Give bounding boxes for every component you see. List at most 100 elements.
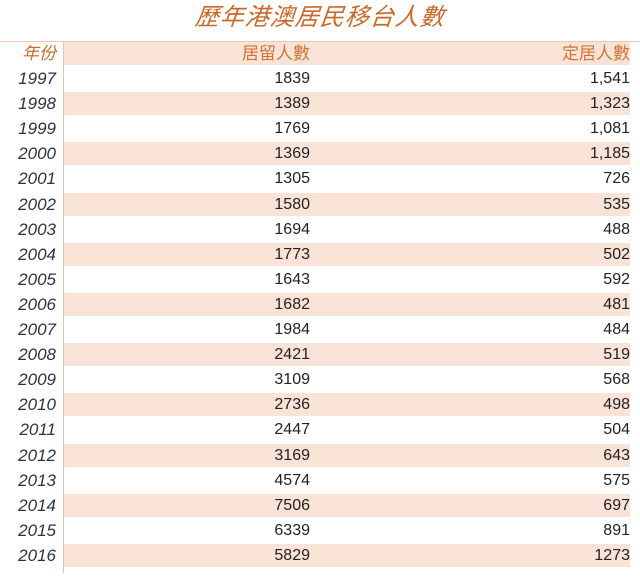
year-column-divider bbox=[63, 41, 64, 573]
table-row: 2016 5829 1273 bbox=[0, 543, 640, 568]
table-row: 2013 4574 575 bbox=[0, 468, 640, 493]
cell-residence: 1580 bbox=[274, 195, 310, 213]
cell-year: 2003 bbox=[18, 219, 56, 239]
cell-residence: 5829 bbox=[274, 546, 310, 564]
cell-year: 2008 bbox=[18, 345, 56, 365]
table-row: 2002 1580 535 bbox=[0, 192, 640, 217]
cell-settlement: 568 bbox=[603, 371, 630, 389]
row-band bbox=[64, 142, 630, 166]
cell-settlement: 1,541 bbox=[589, 70, 630, 88]
cell-residence: 1769 bbox=[274, 120, 310, 138]
cell-residence: 6339 bbox=[274, 521, 310, 539]
table-row: 1999 1769 1,081 bbox=[0, 116, 640, 141]
row-band bbox=[64, 343, 630, 367]
cell-settlement: 502 bbox=[603, 245, 630, 263]
cell-year: 2002 bbox=[18, 194, 56, 214]
row-band bbox=[64, 292, 630, 317]
header-residence: 居留人數 bbox=[242, 44, 310, 63]
cell-residence: 1682 bbox=[274, 295, 310, 313]
cell-residence: 2447 bbox=[274, 421, 310, 439]
cell-residence: 4574 bbox=[274, 471, 310, 489]
cell-residence: 1773 bbox=[274, 245, 310, 263]
cell-year: 2004 bbox=[18, 244, 56, 264]
cell-residence: 1694 bbox=[274, 220, 310, 238]
cell-year: 1997 bbox=[18, 69, 56, 89]
row-band bbox=[64, 192, 630, 216]
cell-year: 2011 bbox=[19, 420, 56, 440]
cell-settlement: 1,185 bbox=[589, 145, 630, 163]
row-band bbox=[64, 493, 630, 517]
cell-residence: 1389 bbox=[274, 95, 310, 113]
row-band bbox=[64, 443, 630, 467]
cell-settlement: 488 bbox=[603, 220, 630, 238]
cell-settlement: 726 bbox=[603, 170, 630, 188]
table-row: 2004 1773 502 bbox=[0, 242, 640, 267]
table-body: 1997 1839 1,541 1998 1389 1,323 1999 176… bbox=[0, 66, 640, 568]
cell-settlement: 519 bbox=[603, 346, 630, 364]
table-top-rule bbox=[0, 41, 640, 42]
cell-residence: 1839 bbox=[274, 70, 310, 88]
cell-settlement: 891 bbox=[603, 521, 630, 539]
table-row: 1998 1389 1,323 bbox=[0, 91, 640, 116]
cell-settlement: 481 bbox=[603, 295, 630, 313]
cell-settlement: 535 bbox=[603, 195, 630, 213]
cell-year: 2006 bbox=[18, 294, 56, 314]
table-row: 2007 1984 484 bbox=[0, 317, 640, 342]
cell-year: 1998 bbox=[18, 94, 56, 114]
cell-year: 2016 bbox=[18, 545, 56, 565]
cell-year: 1999 bbox=[18, 119, 56, 139]
table-row: 1997 1839 1,541 bbox=[0, 66, 640, 91]
table-row: 2010 2736 498 bbox=[0, 392, 640, 417]
cell-year: 2001 bbox=[18, 169, 56, 189]
row-band bbox=[64, 92, 630, 116]
cell-year: 2005 bbox=[18, 269, 56, 289]
data-table: 年份 居留人數 定居人數 1997 1839 1,541 1998 1389 1… bbox=[0, 41, 640, 573]
table-row: 2000 1369 1,185 bbox=[0, 141, 640, 166]
cell-settlement: 504 bbox=[603, 421, 630, 439]
cell-residence: 1369 bbox=[274, 145, 310, 163]
cell-residence: 2736 bbox=[274, 396, 310, 414]
row-band bbox=[64, 242, 630, 266]
cell-settlement: 1,323 bbox=[589, 95, 630, 113]
cell-settlement: 643 bbox=[603, 446, 630, 464]
cell-year: 2015 bbox=[18, 520, 56, 540]
table-row: 2001 1305 726 bbox=[0, 166, 640, 191]
table-row: 2005 1643 592 bbox=[0, 267, 640, 292]
cell-residence: 3109 bbox=[274, 371, 310, 389]
table-row: 2011 2447 504 bbox=[0, 417, 640, 442]
cell-settlement: 697 bbox=[603, 496, 630, 514]
table-row: 2003 1694 488 bbox=[0, 217, 640, 242]
table-row: 2009 3109 568 bbox=[0, 367, 640, 392]
cell-year: 2009 bbox=[18, 370, 56, 390]
cell-settlement: 1273 bbox=[594, 546, 630, 564]
table-row: 2012 3169 643 bbox=[0, 443, 640, 468]
cell-residence: 3169 bbox=[274, 446, 310, 464]
header-band bbox=[64, 42, 630, 66]
header-year: 年份 bbox=[22, 44, 56, 63]
table-row: 2008 2421 519 bbox=[0, 342, 640, 367]
header-settlement: 定居人數 bbox=[562, 44, 630, 63]
cell-residence: 1643 bbox=[274, 270, 310, 288]
cell-settlement: 484 bbox=[603, 321, 630, 339]
cell-year: 2007 bbox=[18, 320, 56, 340]
cell-residence: 2421 bbox=[274, 346, 310, 364]
table-row: 2015 6339 891 bbox=[0, 518, 640, 543]
cell-residence: 1984 bbox=[274, 321, 310, 339]
cell-year: 2014 bbox=[18, 495, 56, 515]
row-band bbox=[64, 393, 630, 417]
table-row: 2014 7506 697 bbox=[0, 493, 640, 518]
cell-year: 2010 bbox=[18, 395, 56, 415]
cell-settlement: 1,081 bbox=[589, 120, 630, 138]
cell-settlement: 498 bbox=[603, 396, 630, 414]
table-title: 歷年港澳居民移台人數 bbox=[193, 4, 447, 31]
cell-year: 2000 bbox=[18, 144, 56, 164]
cell-year: 2012 bbox=[18, 445, 56, 465]
cell-residence: 7506 bbox=[274, 496, 310, 514]
cell-year: 2013 bbox=[18, 470, 56, 490]
cell-residence: 1305 bbox=[274, 170, 310, 188]
table-row: 2006 1682 481 bbox=[0, 292, 640, 317]
cell-settlement: 575 bbox=[603, 471, 630, 489]
cell-settlement: 592 bbox=[603, 270, 630, 288]
table-header-row: 年份 居留人數 定居人數 bbox=[0, 41, 640, 66]
row-band bbox=[64, 543, 630, 567]
